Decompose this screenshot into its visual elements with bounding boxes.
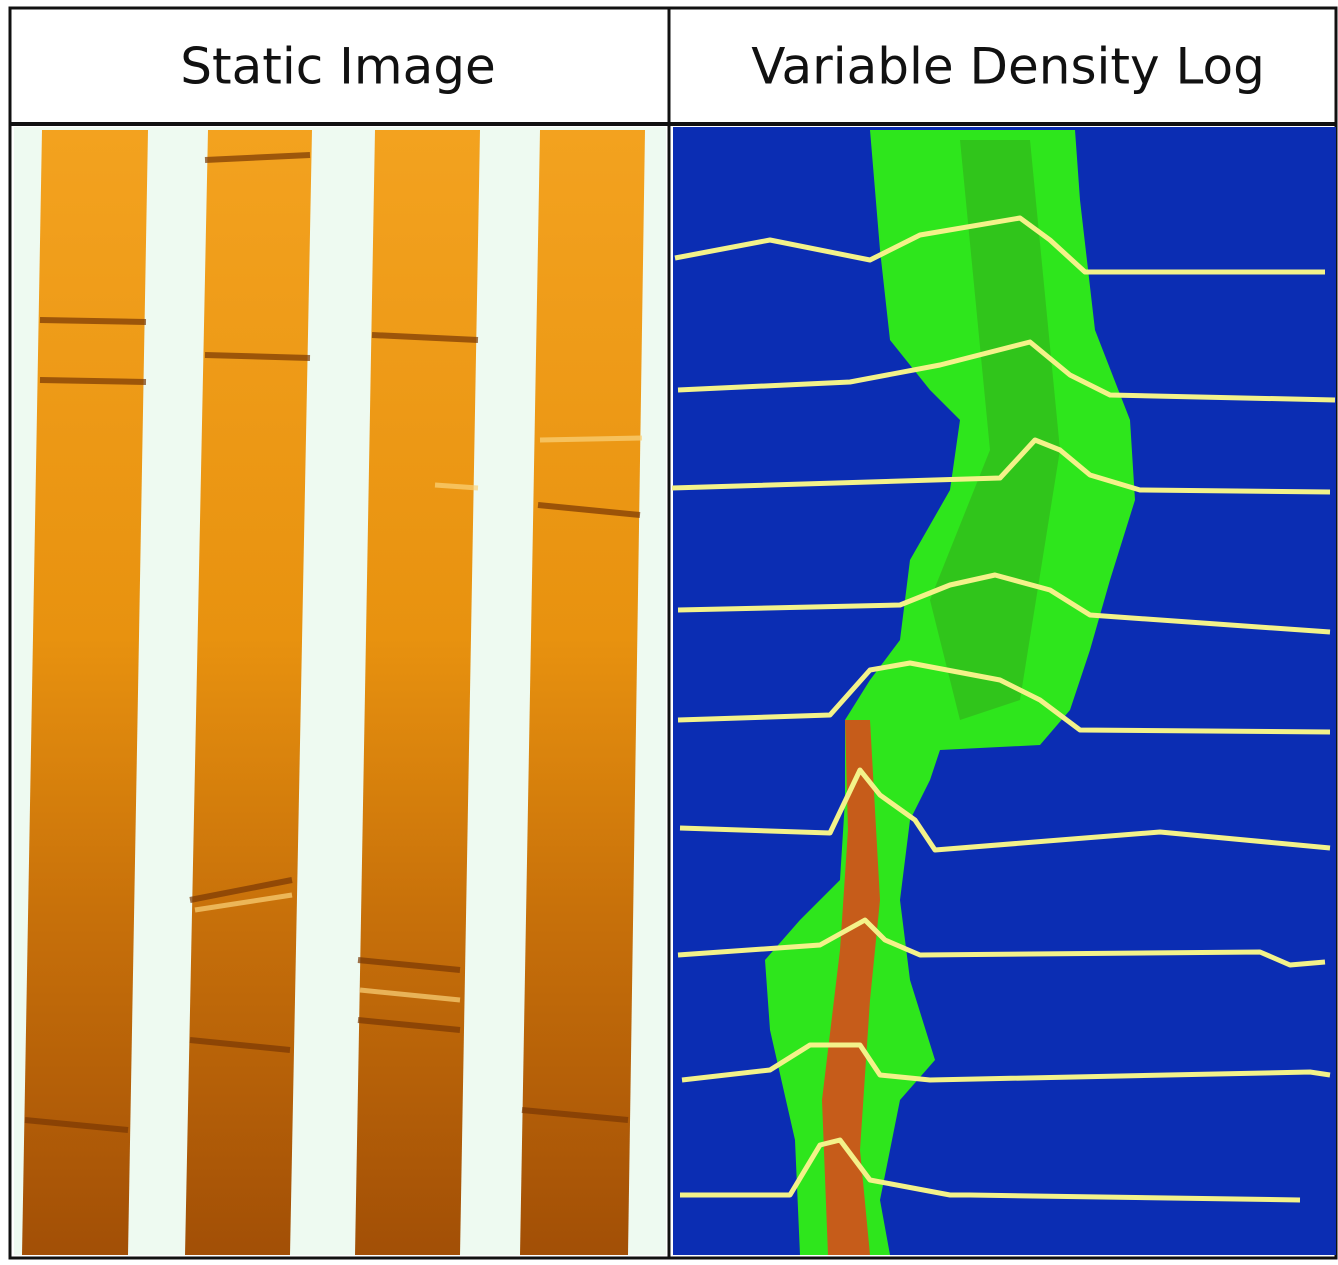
right-title: Variable Density Log bbox=[751, 38, 1265, 96]
page: Static Image Variable Density Log bbox=[0, 0, 1338, 1265]
figure: Static Image Variable Density Log bbox=[0, 0, 1338, 1265]
strip bbox=[355, 130, 480, 1255]
vdl-panel bbox=[672, 127, 1336, 1255]
strip bbox=[22, 130, 148, 1255]
static-image-panel bbox=[14, 127, 666, 1255]
strip bbox=[520, 130, 645, 1255]
left-title: Static Image bbox=[180, 38, 495, 96]
